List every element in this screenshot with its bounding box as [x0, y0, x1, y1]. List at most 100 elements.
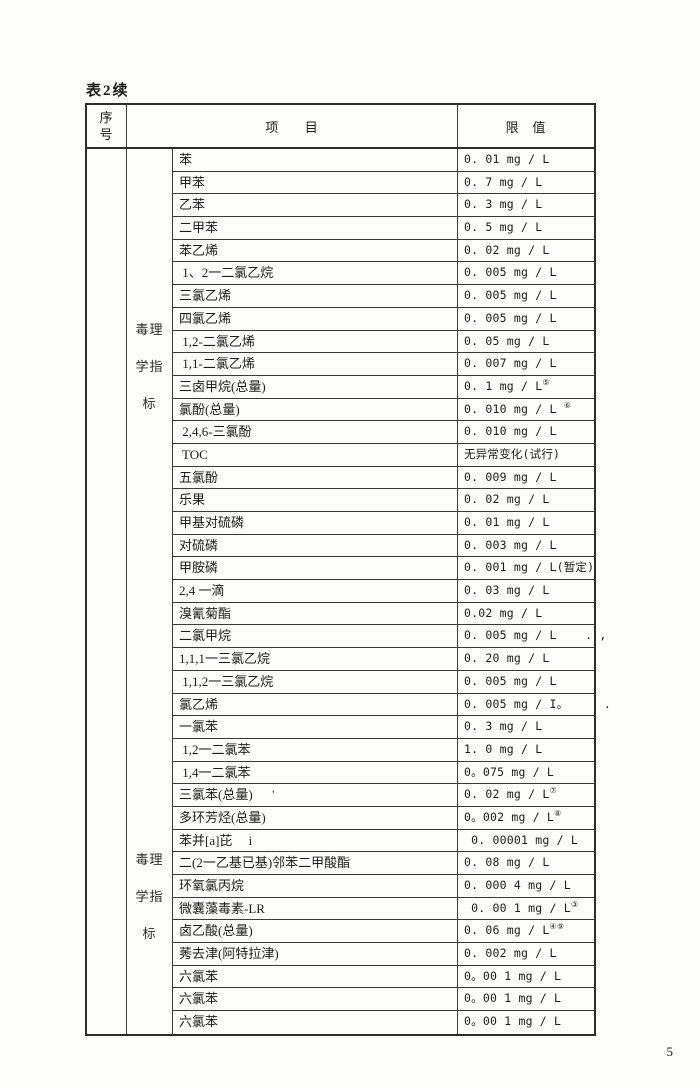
limit-value: 0。075 mg / L	[464, 764, 555, 779]
limit-cell: 0. 00001 mg / L	[458, 830, 594, 852]
limit-value: 0. 3 mg / L	[464, 719, 543, 734]
item-cell: 甲苯	[173, 171, 458, 194]
table-rows: 苯 0. 01 mg / L 甲苯 0. 7 mg / L 乙苯 0. 3 mg…	[173, 149, 611, 1034]
item-cell: 1,1,2一三氯乙烷	[173, 670, 458, 693]
limit-cell: 无异常变化(试行)	[458, 444, 594, 466]
item-cell: 苯	[173, 149, 458, 171]
limit-cell: 0。002 mg / L⑧	[458, 807, 594, 829]
limit-cell: 0. 02 mg / L	[458, 240, 594, 262]
header-serial-number: 序 号	[87, 105, 127, 147]
item-cell: 苯并[a]芘 i	[173, 829, 458, 852]
table-row: 微囊藻毒素-LR 0. 00 1 mg / L③	[173, 897, 594, 921]
limit-cell: 0. 20 mg / L	[458, 648, 594, 670]
limit-value: 0. 01 mg / L	[464, 152, 550, 166]
limits-table: 序 号 项 目 限 值 毒理 学指 标 毒理 学指 标	[85, 103, 611, 1036]
footnote-marker: ④⑨	[549, 922, 565, 932]
limit-value: 0. 003 mg / L	[464, 537, 557, 552]
table-row: 五氯酚 0. 009 mg / L	[173, 466, 594, 490]
table-row: 多环芳烃(总量) 0。002 mg / L⑧	[173, 806, 594, 830]
table-row: 三氯乙烯 0. 005 mg / L	[173, 285, 594, 308]
limit-cell: 0. 009 mg / L	[458, 467, 594, 489]
category-label-line: 毒理	[135, 852, 164, 867]
limit-value: 0。00 1 mg / L	[464, 991, 562, 1006]
table-row: 六氯苯 0。00 1 mg / L	[173, 1011, 594, 1034]
limit-value: 0. 03 mg / L	[464, 583, 550, 598]
table-row: 1、2一二氯乙烷 0. 005 mg / L	[173, 262, 594, 286]
table-row: 苯 0. 01 mg / L	[173, 149, 594, 172]
item-cell: 2,4 一滴	[173, 580, 458, 602]
category-label-toxicology-1: 毒理 学指 标	[127, 311, 172, 422]
header-item: 项 目	[127, 105, 458, 147]
item-cell: 对硫磷	[173, 534, 458, 557]
limit-value: 0. 05 mg / L	[464, 333, 550, 348]
item-cell: 乐果	[173, 489, 458, 511]
limit-value: 0. 02 mg / L	[464, 492, 550, 507]
table-row: TOC 无异常变化(试行)	[173, 443, 594, 467]
table-row: 乐果 0. 02 mg / L	[173, 489, 594, 512]
limit-cell: 0. 005 mg / L . ,	[458, 625, 606, 647]
table-row: 氯酚(总量) 0. 010 mg / L ⑥	[173, 398, 594, 422]
table-row: 甲基对硫磷 0. 01 mg / L	[173, 512, 594, 535]
limit-cell: 0. 5 mg / L	[458, 217, 594, 239]
limit-cell: 0. 02 mg / L	[458, 489, 594, 511]
limit-cell: 0. 010 mg / L ⑥	[458, 399, 594, 421]
table-row: 对硫磷 0. 003 mg / L	[173, 534, 594, 558]
item-cell: 1、2一二氯乙烷	[173, 262, 458, 285]
table-row: 六氯苯 0。00 1 mg / L	[173, 965, 594, 989]
table-row: 四氯乙烯 0. 005 mg / L	[173, 307, 594, 331]
limit-value: 0. 1 mg / L	[464, 378, 543, 393]
limit-cell: 0. 01 mg / L	[458, 149, 594, 171]
item-cell: 氯乙烯	[173, 693, 458, 716]
limit-cell: 0. 005 mg / I。 .	[458, 694, 611, 716]
limit-cell: 0. 007 mg / L	[458, 353, 594, 375]
table-row: 2,4 一滴 0. 03 mg / L	[173, 580, 594, 603]
item-cell: 三氯苯(总量) '	[173, 784, 458, 806]
limit-cell: 0. 005 mg / L	[458, 308, 594, 330]
item-cell: 多环芳烃(总量)	[173, 806, 458, 829]
limit-value: 0. 005 mg / L	[464, 310, 557, 325]
item-cell: 1,4一二氯苯	[173, 761, 458, 784]
limit-cell: 0. 010 mg / L	[458, 421, 594, 443]
table-row: 1,1,1一三氯乙烷 0. 20 mg / L	[173, 648, 594, 671]
footnote-marker: ⑥	[563, 400, 572, 410]
table-header-row: 序 号 项 目 限 值	[87, 105, 594, 149]
limit-cell: 0. 06 mg / L④⑨	[458, 920, 594, 942]
page-number: 5	[666, 1044, 674, 1059]
item-cell: 卤乙酸(总量)	[173, 920, 458, 943]
limit-cell: 0. 01 mg / L	[458, 512, 594, 534]
limit-cell: 0. 003 mg / L	[458, 535, 594, 557]
table-row: 氯乙烯 0. 005 mg / I。 .	[173, 693, 611, 717]
limit-value: 1. 0 mg / L	[464, 741, 543, 756]
limit-cell: 0. 03 mg / L	[458, 580, 594, 602]
limit-cell: 0. 7 mg / L	[458, 172, 594, 194]
limit-value: 0.02 mg / L	[464, 605, 543, 620]
table-row: 乙苯 0. 3 mg / L	[173, 194, 594, 218]
limit-cell: 0. 05 mg / L	[458, 331, 594, 353]
item-cell: 环氧氯丙烷	[173, 875, 458, 897]
table-row: 苯并[a]芘 i 0. 00001 mg / L	[173, 829, 594, 853]
item-cell: 二(2一乙基已基)邻苯二甲酸酯	[173, 852, 458, 874]
limit-cell: 0. 1 mg / L⑤	[458, 376, 594, 398]
limit-cell: 0. 3 mg / L	[458, 194, 594, 216]
item-cell: 溴氰菊酯	[173, 602, 458, 625]
limit-value: 0. 005 mg / L	[464, 288, 557, 303]
limit-value: 0. 010 mg / L	[464, 424, 557, 439]
limit-value: 0. 02 mg / L	[464, 787, 550, 802]
limit-value: 0. 7 mg / L	[464, 174, 543, 189]
item-cell: 1,2一二氯苯	[173, 738, 458, 761]
limit-value: 0. 00001 mg / L	[464, 832, 578, 847]
category-label-line: 毒理	[135, 322, 164, 337]
table-body: 毒理 学指 标 毒理 学指 标 苯 0. 01 mg / L 甲苯 0. 7 m…	[87, 149, 611, 1034]
table-row: 一氯苯 0. 3 mg / L	[173, 716, 594, 739]
limit-value: 0。00 1 mg / L	[464, 1014, 562, 1029]
limit-value: 0. 20 mg / L	[464, 651, 550, 666]
header-serial-line1: 序	[99, 110, 114, 125]
footnote-marker: ③	[570, 899, 579, 909]
table-row: 莠去津(阿特拉津) 0. 002 mg / L	[173, 943, 594, 966]
limit-value: 0. 01 mg / L	[464, 515, 550, 529]
table-title: 表2续	[86, 83, 130, 99]
item-cell: TOC	[173, 443, 458, 466]
header-limit: 限 值	[505, 119, 547, 135]
table-row: 二(2一乙基已基)邻苯二甲酸酯 0. 08 mg / L	[173, 852, 594, 875]
